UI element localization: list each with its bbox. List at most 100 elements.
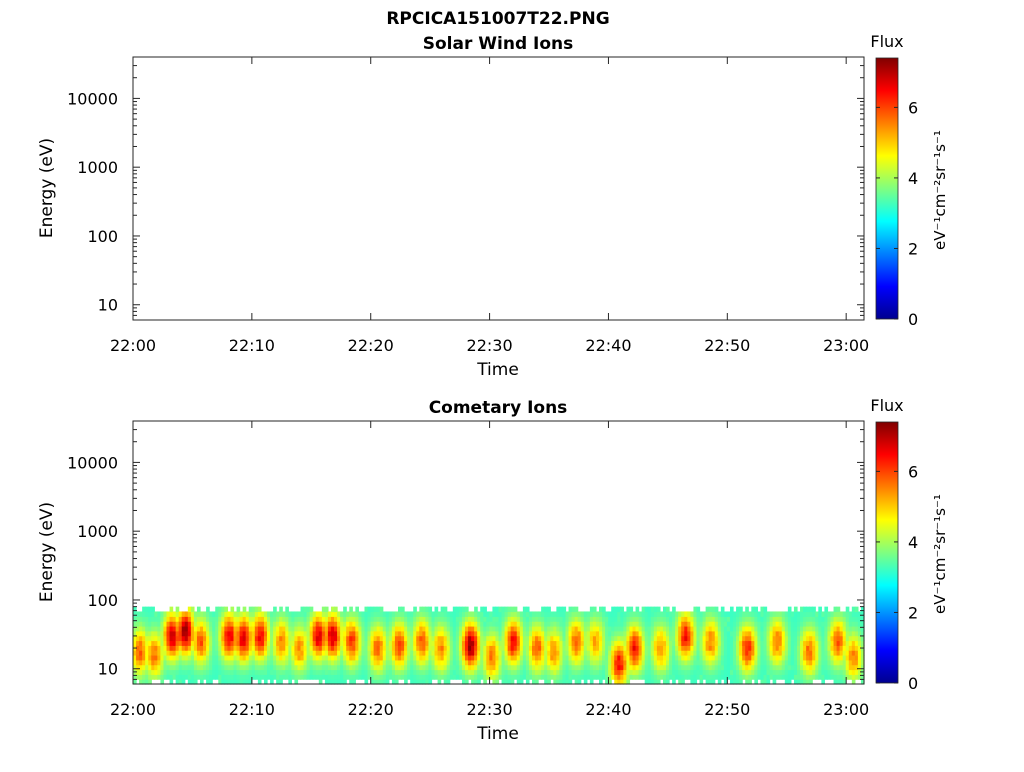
heatmap-cell (294, 621, 299, 627)
heatmap-cell (736, 659, 740, 666)
heatmap-cell (257, 650, 262, 656)
heatmap-cell (407, 664, 411, 671)
heatmap-cell (583, 669, 588, 675)
heatmap-cell (425, 669, 430, 675)
heatmap-cell (815, 611, 819, 617)
heatmap-cell (181, 611, 186, 617)
heatmap-cell (547, 669, 551, 675)
heatmap-cell (446, 669, 451, 675)
heatmap-cell (623, 674, 628, 680)
heatmap-cell (474, 635, 478, 642)
heatmap-cell (659, 654, 664, 661)
heatmap-cell (659, 625, 664, 632)
heatmap-cell (181, 616, 186, 622)
heatmap-cell (145, 645, 149, 651)
heatmap-cell (626, 611, 631, 617)
heatmap-cell (379, 650, 384, 656)
heatmap-cell (449, 611, 454, 617)
heatmap-cell (367, 650, 372, 656)
heatmap-cell (681, 640, 685, 646)
heatmap-cell (736, 621, 740, 627)
axis-ticks (132, 420, 864, 685)
heatmap-cell (513, 645, 518, 651)
heatmap-cell (407, 650, 411, 656)
heatmap-cell (404, 616, 408, 622)
heatmap-cell (647, 621, 652, 627)
heatmap-cell (662, 669, 667, 675)
x-tick-label: 22:30 (467, 700, 513, 719)
heatmap-cell (397, 674, 402, 680)
heatmap-cell (714, 640, 719, 646)
heatmap-cell (474, 650, 478, 656)
heatmap-cell (842, 621, 847, 627)
heatmap-cell (796, 625, 801, 632)
heatmap-cell (681, 654, 685, 661)
heatmap-cell (401, 611, 405, 617)
heatmap-cell (315, 664, 320, 671)
heatmap-cell (495, 635, 500, 642)
heatmap-cell (696, 616, 701, 622)
heatmap-cell (227, 621, 232, 627)
heatmap-cell (382, 645, 387, 651)
heatmap-cell (836, 611, 841, 617)
heatmap-cell (656, 654, 661, 661)
heatmap-cell (781, 650, 786, 656)
heatmap-cell (550, 654, 554, 661)
heatmap-cell (190, 630, 195, 637)
heatmap-cell (614, 625, 618, 632)
heatmap-cell (815, 640, 819, 646)
heatmap-cell (203, 645, 207, 651)
heatmap-cell (251, 625, 256, 632)
heatmap-cell (638, 611, 643, 617)
heatmap-cell (641, 621, 646, 627)
heatmap-cell (583, 679, 588, 685)
heatmap-cell (745, 650, 749, 656)
heatmap-cell (599, 635, 603, 642)
heatmap-cell (723, 664, 728, 671)
colorbar-tick-label: 0 (908, 310, 918, 329)
heatmap-cell (404, 674, 408, 680)
heatmap-cell (413, 659, 417, 666)
heatmap-cell (565, 611, 570, 617)
heatmap-cell (352, 659, 356, 666)
heatmap-cell (163, 621, 168, 627)
heatmap-cell (556, 645, 561, 651)
heatmap-cell (455, 616, 460, 622)
heatmap-cell (443, 645, 448, 651)
heatmap-cell (245, 669, 250, 675)
heatmap-cell (833, 616, 838, 622)
heatmap-cell (516, 640, 521, 646)
heatmap-cell (142, 640, 146, 646)
heatmap-cell (254, 664, 259, 671)
heatmap-cell (193, 640, 198, 646)
heatmap-cell (218, 635, 222, 642)
heatmap-cell (260, 616, 265, 622)
heatmap-cell (507, 606, 512, 613)
colorbar-tick-label: 6 (908, 98, 918, 117)
heatmap-cell (254, 606, 259, 613)
heatmap-cell (486, 621, 490, 627)
heatmap-cell (187, 616, 192, 622)
heatmap-cell (166, 645, 171, 651)
heatmap-cell (656, 650, 661, 656)
heatmap-cell (787, 654, 792, 661)
heatmap-cell (196, 645, 201, 651)
heatmap-cell (510, 616, 515, 622)
heatmap-cell (571, 654, 576, 661)
heatmap-cell (251, 621, 256, 627)
heatmap-cell (790, 640, 795, 646)
heatmap-cell (629, 611, 634, 617)
heatmap-cell (857, 616, 862, 622)
heatmap-cell (833, 606, 838, 613)
heatmap-cell (157, 621, 162, 627)
heatmap-cell (815, 669, 819, 675)
heatmap-cell (745, 654, 749, 661)
heatmap-cell (370, 659, 375, 666)
heatmap-cell (200, 630, 204, 637)
heatmap-cell (148, 606, 152, 613)
heatmap-cell (739, 611, 743, 617)
heatmap-cell (154, 650, 158, 656)
heatmap-cell (477, 679, 481, 685)
heatmap-cell (452, 621, 457, 627)
heatmap-cell (821, 664, 826, 671)
